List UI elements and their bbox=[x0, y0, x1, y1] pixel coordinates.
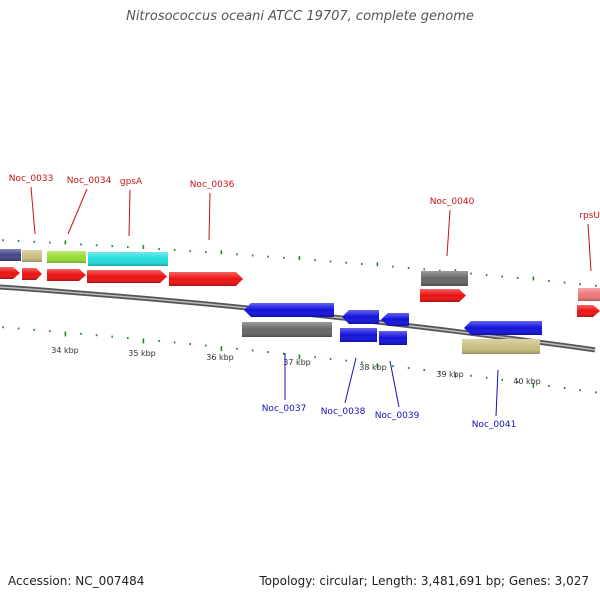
gene-label-rpsu: rpsU bbox=[579, 211, 600, 221]
gene-leader-line bbox=[30, 186, 36, 235]
gene-label-noc_0037: Noc_0037 bbox=[262, 404, 307, 414]
kbp-tick-label: 39 kbp bbox=[436, 370, 464, 379]
kbp-tick-label: 35 kbp bbox=[128, 349, 156, 358]
gene-leader-line bbox=[495, 369, 499, 417]
feature-shade bbox=[464, 321, 542, 335]
feature-shade bbox=[169, 272, 243, 286]
kbp-tick-label: 40 kbp bbox=[513, 377, 541, 386]
topology-text: Topology: circular; Length: 3,481,691 bp… bbox=[259, 574, 589, 588]
feature-shade bbox=[244, 303, 334, 317]
feature-shade bbox=[0, 249, 21, 261]
gene-leader-line bbox=[67, 188, 88, 235]
gene-label-noc_0038: Noc_0038 bbox=[321, 407, 366, 417]
gene-label-noc_0040: Noc_0040 bbox=[430, 197, 475, 207]
gene-label-noc_0039: Noc_0039 bbox=[375, 411, 420, 421]
feature-shade bbox=[381, 313, 409, 326]
gene-leader-line bbox=[128, 189, 131, 237]
gene-leader-line bbox=[344, 357, 357, 404]
feature-shade bbox=[47, 269, 86, 281]
gene-leader-line bbox=[208, 192, 211, 241]
feature-shade bbox=[22, 268, 42, 280]
feature-shade bbox=[578, 288, 600, 301]
feature-shade bbox=[421, 271, 468, 286]
kbp-tick-label: 34 kbp bbox=[51, 346, 79, 355]
feature-shade bbox=[88, 252, 168, 266]
feature-shade bbox=[340, 328, 377, 342]
feature-shade bbox=[577, 305, 600, 317]
gene-leader-line bbox=[389, 360, 400, 408]
gene-leader-line bbox=[446, 209, 451, 257]
kbp-tick-label: 37 kbp bbox=[283, 358, 311, 367]
gene-label-noc_0034: Noc_0034 bbox=[67, 176, 112, 186]
feature-shade bbox=[47, 251, 86, 263]
feature-shade bbox=[420, 289, 466, 302]
feature-shade bbox=[22, 250, 42, 262]
gene-label-noc_0036: Noc_0036 bbox=[190, 180, 235, 190]
feature-shade bbox=[0, 267, 20, 279]
feature-shade bbox=[87, 270, 167, 283]
gene-label-noc_0041: Noc_0041 bbox=[472, 420, 517, 430]
map-title: Nitrosococcus oceani ATCC 19707, complet… bbox=[126, 9, 474, 24]
feature-shade bbox=[462, 339, 540, 354]
accession-text: Accession: NC_007484 bbox=[8, 574, 145, 588]
kbp-tick-label: 38 kbp bbox=[359, 363, 387, 372]
gene-label-gpsa: gpsA bbox=[120, 177, 143, 187]
label-layer: 34 kbp 35 kbp 36 kbp 37 kbp 38 kbp 39 kbp 40 k… bbox=[9, 174, 600, 430]
feature-shade bbox=[342, 310, 379, 324]
kbp-tick-label: 36 kbp bbox=[206, 353, 234, 362]
gene-leader-line bbox=[587, 223, 592, 272]
feature-shade bbox=[379, 331, 407, 345]
feature-shade bbox=[242, 322, 332, 337]
feature-layer bbox=[0, 249, 600, 354]
gene-label-noc_0033: Noc_0033 bbox=[9, 174, 54, 184]
